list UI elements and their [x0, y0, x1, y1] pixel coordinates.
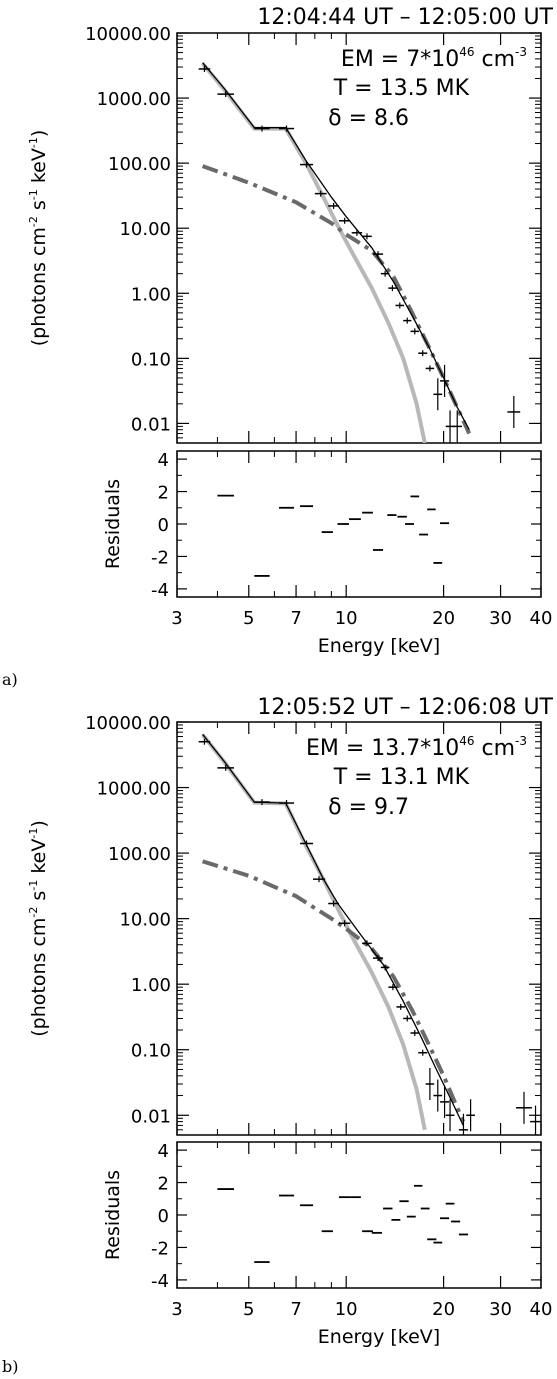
residuals-axis-label: Residuals [102, 479, 124, 569]
param-delta: δ = 8.6 [328, 106, 409, 131]
x-tick-label: 7 [290, 608, 301, 629]
panel-letter: a) [2, 670, 18, 689]
y-tick-label: 0.10 [131, 349, 171, 370]
x-tick-label: 5 [243, 608, 254, 629]
param-em: EM = 13.7*1046 cm-3 [306, 734, 527, 761]
total-fit-curve [202, 733, 464, 1126]
x-tick-label: 5 [243, 1299, 254, 1320]
res-tick-label: 0 [158, 1206, 169, 1227]
x-tick-label: 3 [171, 1299, 182, 1320]
x-tick-label: 20 [432, 1299, 455, 1320]
y-tick-label: 10000.00 [85, 24, 171, 45]
y-tick-label: 1000.00 [97, 89, 171, 110]
thermal-fit-curve [201, 733, 427, 1131]
y-axis-label: (photons cm-2 s-1 keV-1) [27, 820, 50, 1037]
x-axis-label: Energy [keV] [318, 635, 440, 657]
panel-letter: b) [2, 1357, 18, 1376]
y-tick-label: 1000.00 [97, 779, 171, 800]
res-tick-label: 2 [158, 1174, 169, 1195]
res-tick-label: 0 [158, 515, 169, 536]
y-tick-label: 1.00 [131, 975, 171, 996]
y-tick-label: 100.00 [108, 844, 171, 865]
residual-plot-frame [176, 1141, 542, 1289]
residuals-axis-label: Residuals [102, 1170, 124, 1260]
y-tick-label: 100.00 [108, 154, 171, 175]
res-tick-label: -2 [151, 547, 169, 568]
y-axis-label: (photons cm-2 s-1 keV-1) [27, 130, 50, 347]
res-tick-label: 2 [158, 483, 169, 504]
param-em: EM = 7*1046 cm-3 [341, 45, 527, 72]
x-axis-label: Energy [keV] [318, 1326, 440, 1348]
x-tick-label: 20 [432, 608, 455, 629]
panel-title: 12:04:44 UT – 12:05:00 UT [257, 5, 553, 30]
y-tick-label: 10.00 [119, 910, 171, 931]
y-tick-label: 1.00 [131, 284, 171, 305]
res-tick-label: -2 [151, 1238, 169, 1259]
param-temperature: T = 13.1 MK [333, 765, 470, 790]
param-temperature: T = 13.5 MK [333, 76, 470, 101]
panel-title: 12:05:52 UT – 12:06:08 UT [257, 695, 553, 720]
y-tick-label: 10.00 [119, 219, 171, 240]
res-tick-label: -4 [151, 1271, 169, 1292]
param-delta: δ = 9.7 [328, 795, 409, 820]
y-tick-label: 0.10 [131, 1041, 171, 1062]
res-tick-label: -4 [151, 580, 169, 601]
x-tick-label: 10 [335, 608, 358, 629]
x-tick-label: 40 [530, 608, 553, 629]
y-tick-label: 0.01 [131, 414, 171, 435]
y-tick-label: 10000.00 [85, 713, 171, 734]
x-tick-label: 7 [290, 1299, 301, 1320]
res-tick-label: 4 [158, 450, 169, 471]
y-tick-label: 0.01 [131, 1106, 171, 1127]
x-tick-label: 40 [530, 1299, 553, 1320]
residual-plot-frame [176, 450, 542, 598]
x-tick-label: 30 [489, 1299, 512, 1320]
res-tick-label: 4 [158, 1141, 169, 1162]
x-tick-label: 3 [171, 608, 182, 629]
x-tick-label: 10 [335, 1299, 358, 1320]
x-tick-label: 30 [489, 608, 512, 629]
